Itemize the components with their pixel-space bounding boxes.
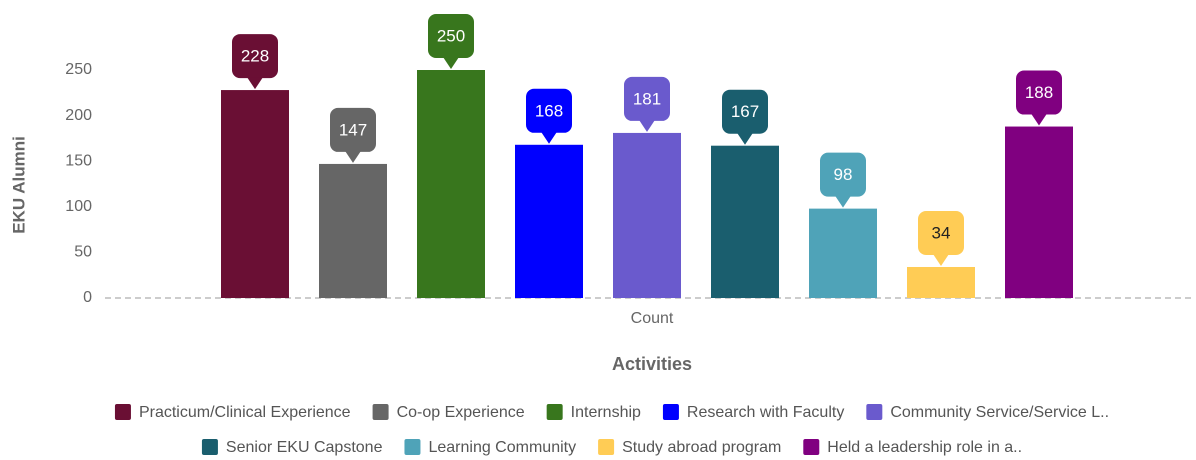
legend-swatch — [201, 439, 218, 455]
y-tick-label: 100 — [65, 198, 92, 215]
data-label-box — [820, 152, 866, 197]
legend-item: Community Service/Service L.. — [866, 404, 1109, 421]
data-label-pointer — [247, 77, 263, 90]
legend-row: Practicum/Clinical Experience Co-op Exper… — [114, 404, 1109, 421]
legend-label: Co-op Experience — [397, 404, 525, 421]
data-label: 147 — [339, 120, 367, 139]
data-label: 250 — [437, 26, 465, 45]
data-label-box — [1016, 70, 1062, 115]
data-label-pointer — [1031, 113, 1047, 126]
legend-swatch — [546, 404, 563, 420]
data-label-box — [526, 88, 572, 133]
legend-swatch — [598, 439, 615, 455]
data-label-pointer — [345, 150, 361, 163]
data-label-pointer — [639, 119, 655, 132]
legend-row: Senior EKU Capstone Learning Community Stu… — [201, 439, 1022, 456]
legend-swatch — [372, 404, 389, 420]
data-label-pointer — [443, 57, 459, 69]
bar — [711, 145, 779, 298]
legend-item: Co-op Experience — [372, 404, 525, 421]
bar — [907, 266, 975, 298]
legend-item: Internship — [546, 404, 641, 421]
data-label-pointer — [835, 195, 851, 208]
bar — [417, 70, 485, 298]
data-label: 181 — [633, 89, 661, 108]
bar — [1005, 126, 1073, 298]
data-label: 168 — [535, 101, 563, 120]
data-label: 34 — [932, 223, 951, 242]
legend-label: Practicum/Clinical Experience — [139, 404, 351, 421]
legend-swatch — [866, 404, 883, 420]
data-label: 98 — [834, 165, 853, 184]
y-tick-label: 150 — [65, 152, 92, 169]
legend-label: Research with Faculty — [687, 404, 844, 421]
y-axis-label: EKU Alumni — [9, 136, 28, 234]
x-axis-label: Activities — [612, 354, 692, 374]
data-label-box — [330, 107, 376, 152]
y-tick-label: 0 — [83, 289, 92, 306]
legend-swatch — [114, 404, 131, 420]
legend-label: Senior EKU Capstone — [226, 439, 383, 456]
data-label-box — [232, 34, 278, 79]
legend-label: Learning Community — [428, 439, 576, 456]
legend-label: Study abroad program — [622, 439, 781, 456]
data-label: 167 — [731, 102, 759, 121]
legend-item: Senior EKU Capstone — [201, 439, 383, 456]
legend-label: Community Service/Service L.. — [890, 404, 1109, 421]
y-tick-label: 250 — [65, 61, 92, 78]
legend-item: Research with Faculty — [662, 404, 844, 421]
bar — [613, 132, 681, 298]
y-tick-label: 200 — [65, 107, 92, 124]
legend-swatch — [404, 439, 421, 455]
data-label-box — [918, 210, 964, 255]
data-label: 188 — [1025, 83, 1053, 102]
bar — [515, 144, 583, 298]
y-tick-label: 50 — [74, 244, 92, 261]
bar — [319, 163, 387, 298]
bar — [221, 90, 289, 299]
data-label: 228 — [241, 47, 269, 66]
legend-item: Practicum/Clinical Experience — [114, 404, 351, 421]
data-label-box — [722, 89, 768, 134]
x-tick-label: Count — [631, 310, 674, 327]
legend-label: Held a leadership role in a.. — [827, 439, 1022, 456]
data-label-pointer — [933, 253, 949, 266]
legend-item: Study abroad program — [598, 439, 781, 456]
data-label-box — [428, 14, 474, 58]
legend-item: Held a leadership role in a.. — [803, 439, 1022, 456]
data-label-box — [624, 76, 670, 121]
legend-swatch — [803, 439, 820, 455]
legend-label: Internship — [571, 404, 641, 421]
legend-item: Learning Community — [404, 439, 576, 456]
bar — [809, 208, 877, 298]
data-label-pointer — [737, 132, 753, 145]
legend-swatch — [662, 404, 679, 420]
data-label-pointer — [541, 131, 557, 144]
